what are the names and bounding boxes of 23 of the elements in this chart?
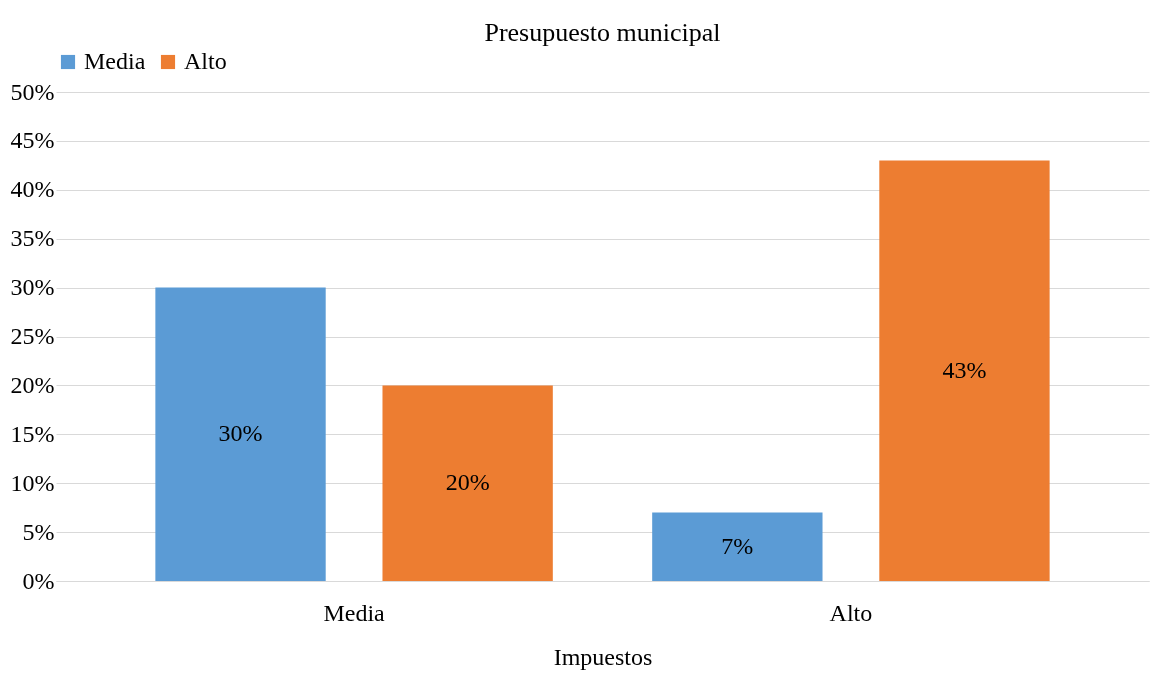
y-tick-label: 10% bbox=[10, 469, 55, 496]
legend-label: Alto bbox=[184, 48, 227, 74]
y-tick-label: 50% bbox=[10, 78, 55, 105]
y-tick-label: 25% bbox=[10, 323, 55, 349]
y-tick-label: 40% bbox=[10, 176, 55, 203]
bar bbox=[879, 160, 1050, 581]
data-label: 30% bbox=[218, 420, 263, 447]
y-tick-label: 45% bbox=[10, 127, 55, 154]
y-tick-label: 20% bbox=[10, 371, 55, 398]
y-tick-label: 15% bbox=[10, 420, 55, 447]
bar bbox=[652, 512, 823, 581]
x-axis-title: Impuestos bbox=[553, 643, 653, 670]
data-label: 20% bbox=[445, 469, 490, 496]
data-label: 43% bbox=[942, 356, 987, 383]
y-tick-label: 30% bbox=[10, 274, 55, 301]
y-tick-label: 35% bbox=[10, 225, 55, 252]
legend-label: Media bbox=[84, 48, 146, 74]
y-tick-label: 5% bbox=[22, 518, 55, 545]
bar bbox=[382, 385, 553, 581]
chart-title: Presupuesto municipal bbox=[484, 18, 721, 47]
bar bbox=[155, 287, 326, 581]
y-tick-label: 0% bbox=[22, 567, 55, 594]
data-label: 7% bbox=[721, 532, 754, 559]
